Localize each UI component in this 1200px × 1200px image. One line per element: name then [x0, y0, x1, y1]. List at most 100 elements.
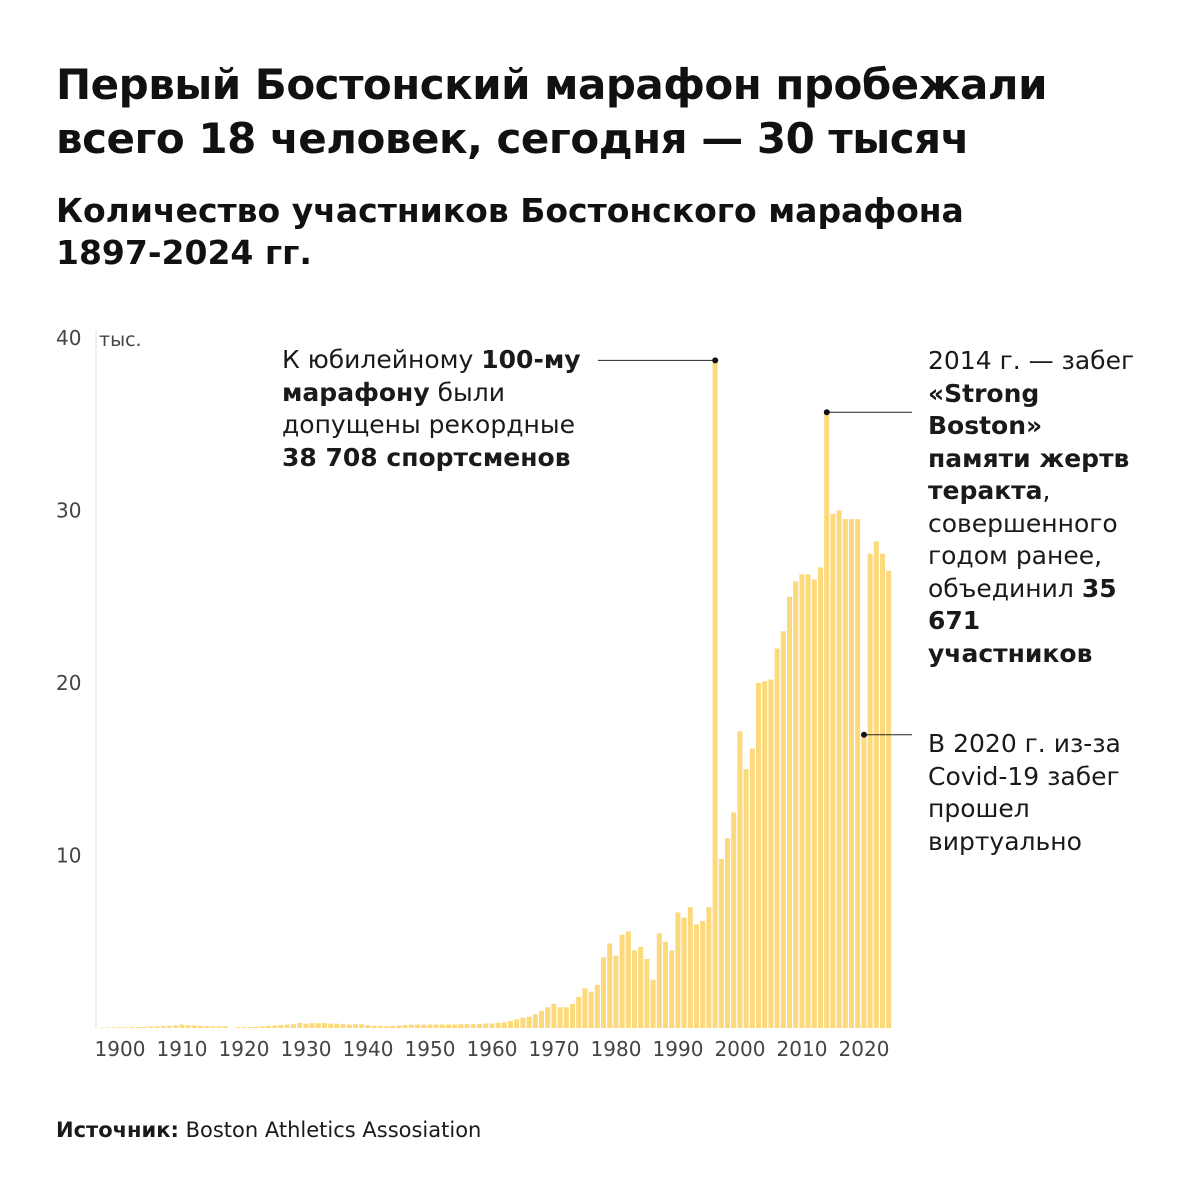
bar-1902 [129, 1027, 135, 1028]
bar-2008 [787, 596, 792, 1028]
annotation-covid: В 2020 г. из-за Covid-19 забег прошел ви… [928, 728, 1153, 858]
bar-1998 [725, 838, 730, 1028]
bar-2012 [811, 579, 817, 1028]
annotation-centennial-text-2: были допущены рекордные [282, 377, 575, 440]
bar-1977 [594, 984, 600, 1029]
bar-1931 [309, 1023, 315, 1028]
bar-1958 [477, 1023, 482, 1028]
bar-2009 [793, 581, 799, 1028]
bar-1926 [278, 1024, 284, 1028]
strong-boston-leader-dot [823, 409, 830, 416]
bar-1925 [272, 1025, 278, 1028]
bar-1922 [253, 1026, 259, 1028]
bar-1961 [495, 1022, 501, 1028]
annotation-strong-boston-text-2: , совершенного годом ранее, объединил [928, 476, 1118, 603]
x-tick-label-1900: 1900 [95, 1037, 146, 1061]
bar-1905 [148, 1026, 154, 1028]
centennial-leader-dot [712, 357, 719, 364]
bar-1985 [644, 959, 650, 1028]
bar-1915 [210, 1026, 216, 1028]
bar-2006 [774, 648, 780, 1028]
bar-2022 [873, 541, 879, 1028]
bar-1948 [415, 1024, 420, 1028]
bar-2014 [824, 412, 830, 1028]
bar-1941 [371, 1025, 377, 1028]
annotation-centennial: К юбилейному 100-му марафону были допуще… [282, 344, 612, 474]
bar-1898 [105, 1027, 110, 1029]
bar-2023 [880, 553, 885, 1029]
y-tick-label-10: 10 [56, 844, 81, 868]
bar-1971 [557, 1007, 563, 1028]
bar-1911 [185, 1025, 191, 1028]
source-value: Boston Athletics Assosiation [185, 1118, 482, 1142]
annotation-strong-boston-text-1: 2014 г. — забег [928, 346, 1135, 375]
bar-1954 [452, 1024, 458, 1028]
bar-1910 [179, 1024, 185, 1028]
bar-1938 [353, 1024, 358, 1028]
x-tick-label-2000: 2000 [715, 1037, 766, 1061]
bar-2019 [855, 519, 861, 1029]
bar-1935 [334, 1023, 340, 1028]
bar-1996 [712, 360, 718, 1028]
bar-1900 [117, 1027, 123, 1028]
bar-1988 [663, 941, 668, 1028]
bar-1991 [681, 917, 687, 1028]
bar-1952 [439, 1024, 445, 1028]
bar-1949 [421, 1024, 427, 1028]
bar-1914 [204, 1026, 210, 1028]
bar-1963 [508, 1021, 513, 1028]
bar-1957 [470, 1024, 476, 1028]
bar-1906 [154, 1026, 160, 1028]
bar-1990 [675, 912, 681, 1028]
bar-1947 [408, 1024, 414, 1028]
bar-1909 [173, 1025, 179, 1028]
x-axis-ticks: 1900 1910 1920 1930 1940 1950 1960 1970 1980 1990… [95, 1037, 890, 1061]
bar-1936 [340, 1024, 346, 1028]
x-tick-label-2020: 2020 [839, 1037, 890, 1061]
bar-1912 [191, 1025, 197, 1028]
bar-1950 [427, 1024, 433, 1028]
bar-1995 [706, 907, 712, 1028]
bar-1997 [718, 858, 724, 1028]
bar-2004 [762, 681, 768, 1028]
bar-1924 [266, 1025, 272, 1028]
bar-1928 [291, 1024, 296, 1028]
bar-1923 [260, 1026, 265, 1028]
bar-2007 [780, 631, 786, 1028]
bar-2018 [849, 519, 854, 1029]
bar-2020 [861, 734, 867, 1028]
bar-1953 [446, 1024, 451, 1028]
bar-1987 [656, 933, 662, 1029]
source-note: Источник: Boston Athletics Assosiation [56, 1118, 481, 1142]
bar-1975 [582, 988, 588, 1028]
bar-1943 [384, 1026, 389, 1028]
bar-1927 [284, 1024, 290, 1028]
bar-1992 [687, 907, 693, 1028]
bar-1970 [551, 1003, 557, 1028]
bar-1973 [570, 1003, 575, 1028]
bar-1976 [588, 991, 594, 1028]
y-axis-ticks: 10 20 30 40 [56, 326, 81, 868]
annotation-strong-boston: 2014 г. — забег «Strong Boston» памяти ж… [928, 345, 1153, 670]
bar-1994 [700, 921, 706, 1028]
bar-2011 [805, 574, 811, 1028]
bar-2021 [867, 553, 873, 1029]
bar-1979 [607, 943, 613, 1028]
bar-1940 [365, 1025, 371, 1028]
bar-1965 [520, 1017, 526, 1028]
annotation-strong-boston-bold-2: 35 671 участников [928, 573, 1117, 668]
bar-1964 [514, 1019, 520, 1029]
bar-1978 [601, 957, 606, 1028]
bar-1897 [98, 1027, 104, 1029]
x-tick-label-1930: 1930 [281, 1037, 332, 1061]
bar-1984 [638, 946, 644, 1028]
y-tick-label-40: 40 [56, 326, 81, 350]
bar-1907 [160, 1025, 166, 1028]
bar-1993 [694, 924, 699, 1028]
x-tick-label-1960: 1960 [467, 1037, 518, 1061]
bar-1955 [458, 1024, 464, 1028]
bar-2016 [836, 510, 842, 1028]
x-tick-label-1920: 1920 [219, 1037, 270, 1061]
bar-1916 [216, 1026, 222, 1028]
x-tick-label-1910: 1910 [157, 1037, 208, 1061]
